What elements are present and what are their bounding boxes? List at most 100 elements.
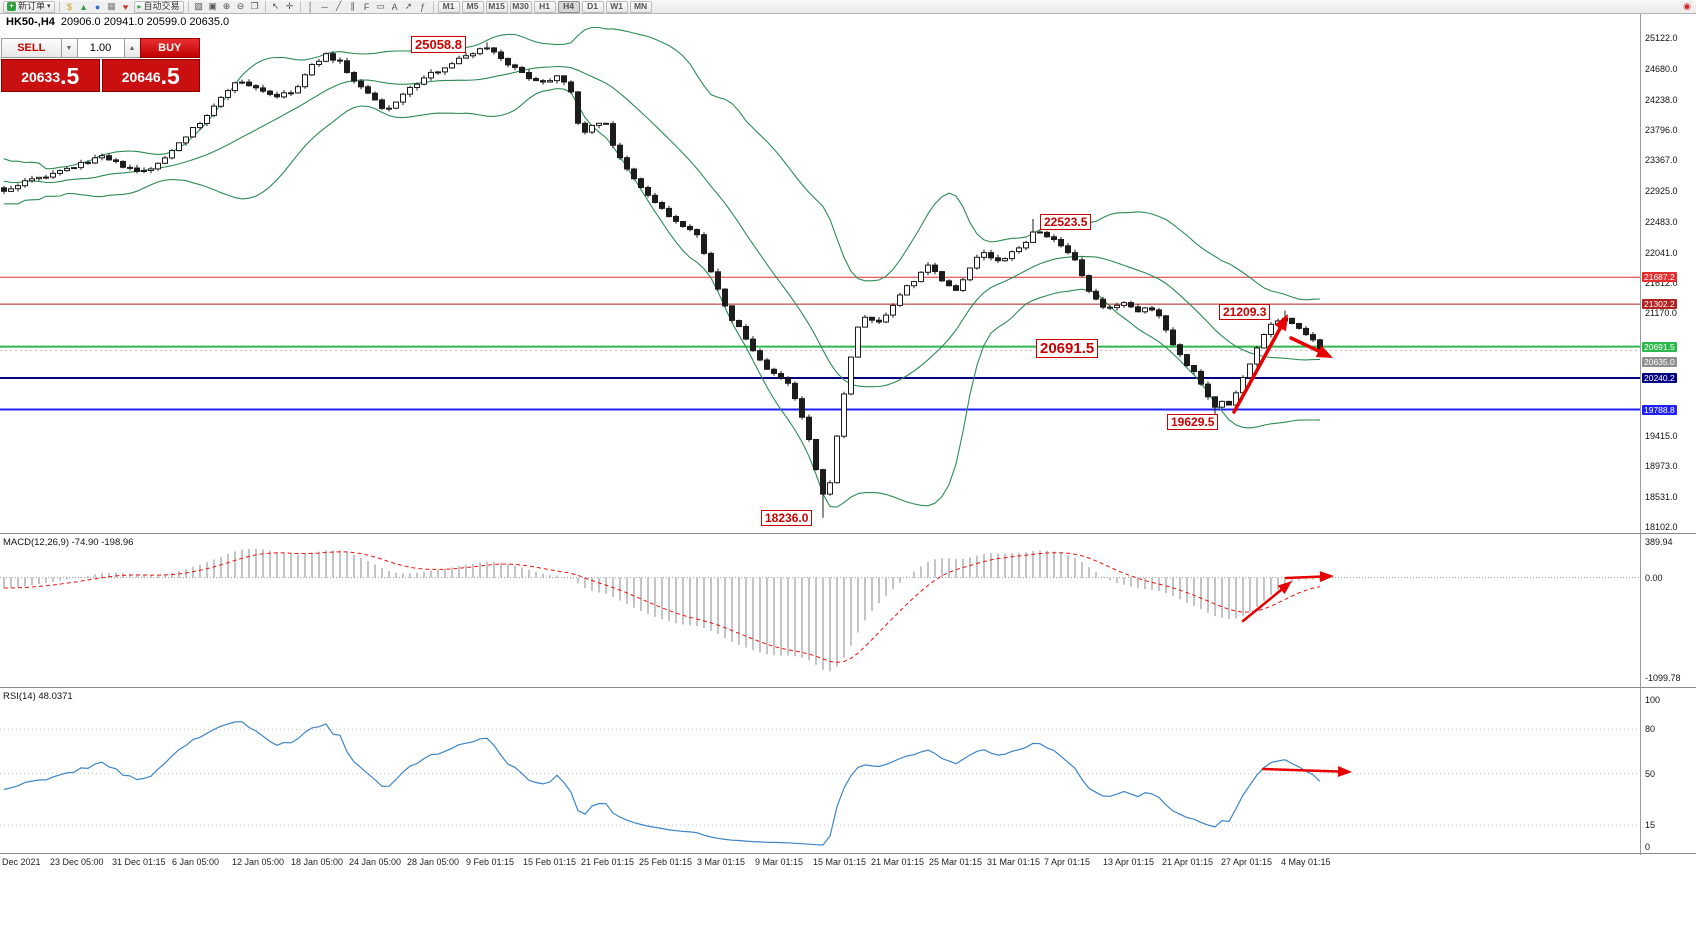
time-tick: 4 May 01:15: [1281, 857, 1331, 867]
time-tick: 25 Feb 01:15: [639, 857, 693, 867]
trend-arrow: [1289, 336, 1333, 358]
crosshair-icon[interactable]: ✛: [282, 0, 297, 13]
sell-price-frac: .5: [60, 63, 80, 89]
volume-input[interactable]: 1.00: [76, 38, 125, 58]
navigator-icon[interactable]: ●: [90, 0, 105, 13]
play-icon: ▸: [137, 2, 142, 11]
shapes-icon[interactable]: ▭: [373, 0, 388, 13]
level-price-label: 21302.2: [1642, 299, 1677, 310]
new-order-icon: +: [7, 2, 16, 11]
cursor-icon[interactable]: ↖: [268, 0, 283, 13]
toolbar-separator: [58, 1, 60, 12]
time-tick: 23 Dec 05:00: [50, 857, 104, 867]
price-annotation: 18236.0: [761, 510, 813, 526]
chart-ohlc-header: HK50-,H4 20906.0 20941.0 20599.0 20635.0: [6, 16, 229, 28]
zoom-out-icon[interactable]: ⊖: [233, 0, 248, 13]
axis-separator: [0, 853, 1696, 854]
charts-icon[interactable]: ▲: [76, 0, 91, 13]
trend-arrow: [1232, 314, 1288, 414]
price-tick: 22041.0: [1645, 247, 1678, 258]
timeframe-h1-button[interactable]: H1: [533, 0, 556, 13]
new-order-button[interactable]: + 新订单 ▾: [3, 0, 55, 13]
timeframe-mn-button[interactable]: MN: [629, 0, 652, 13]
new-chart-icon[interactable]: ▧: [191, 0, 206, 13]
price-tick: 25122.0: [1645, 33, 1678, 43]
panel-separator[interactable]: [0, 533, 1696, 534]
price-tick: 24238.0: [1645, 94, 1678, 105]
price-tick: 24680.0: [1645, 63, 1678, 74]
time-tick: 28 Jan 05:00: [407, 857, 460, 867]
sell-price-int: 20633: [21, 69, 61, 85]
price-tick: 18102.0: [1645, 522, 1678, 532]
time-tick: Dec 2021: [2, 857, 41, 867]
macd-tick: 389.94: [1645, 537, 1673, 547]
toolbar-separator: [264, 1, 266, 12]
price-axis-separator: [1640, 14, 1641, 869]
autotrading-button[interactable]: ▸ 自动交易: [133, 0, 184, 13]
time-tick: 6 Jan 05:00: [172, 857, 220, 867]
toolbar-separator: [432, 1, 434, 12]
text-icon[interactable]: A: [387, 0, 402, 13]
indicators-icon[interactable]: ƒ: [415, 0, 430, 13]
rsi-tick: 15: [1645, 819, 1656, 830]
price-tick: 21170.0: [1645, 308, 1677, 319]
panel-separator[interactable]: [0, 687, 1696, 688]
timeframe-h4-button[interactable]: H4: [557, 0, 580, 13]
timeframe-m15-button[interactable]: M15: [485, 0, 508, 13]
timeframe-w1-button[interactable]: W1: [605, 0, 628, 13]
level-price-label: 19788.8: [1642, 404, 1677, 415]
time-tick: 12 Jan 05:00: [232, 857, 285, 867]
price-tick: 23796.0: [1645, 125, 1678, 136]
sell-button[interactable]: SELL: [1, 38, 62, 58]
buy-button[interactable]: BUY: [139, 38, 200, 58]
time-tick: 9 Feb 01:15: [466, 857, 515, 867]
profiles-icon[interactable]: ▣: [205, 0, 220, 13]
toolbar-separator: [187, 1, 189, 12]
buy-price-frac: .5: [160, 63, 180, 89]
zoom-in-icon[interactable]: ⊕: [219, 0, 234, 13]
time-tick: 9 Mar 01:15: [755, 857, 804, 867]
one-click-trading-panel: SELL ▼ 1.00 ▲ BUY 20633.5 20646.5: [1, 38, 200, 92]
macd-tick: 0.00: [1645, 572, 1663, 583]
volume-decrease-button[interactable]: ▼: [61, 38, 77, 58]
market-watch-icon[interactable]: $: [62, 0, 77, 13]
time-tick: 21 Apr 01:15: [1162, 857, 1214, 867]
price-tick: 22483.0: [1645, 216, 1678, 227]
terminal-icon[interactable]: ▦: [104, 0, 119, 13]
horizontal-line-icon[interactable]: ─: [317, 0, 332, 13]
macd-indicator-label: MACD(12,26,9) -74.90 -198.96: [3, 537, 134, 548]
time-tick: 27 Apr 01:15: [1221, 857, 1273, 867]
buy-price[interactable]: 20646.5: [101, 59, 200, 92]
tile-windows-icon[interactable]: ❒: [247, 0, 262, 13]
timeframe-m5-button[interactable]: M5: [461, 0, 484, 13]
symbol-label: HK50-,H4: [6, 16, 55, 28]
trendline-icon[interactable]: ╱: [331, 0, 346, 13]
time-tick: 31 Dec 01:15: [112, 857, 166, 867]
price-axis: 25122.0 24680.0 24238.0 23796.0 23367.0 22925…: [1641, 14, 1696, 533]
time-tick: 18 Jan 05:00: [291, 857, 344, 867]
main-chart[interactable]: [0, 14, 1640, 533]
vertical-line-icon[interactable]: │: [303, 0, 318, 13]
alert-icon[interactable]: ◉: [1680, 0, 1694, 13]
rsi-tick: 50: [1645, 768, 1656, 779]
trend-arrow: [1261, 766, 1352, 777]
fibonacci-icon[interactable]: F: [359, 0, 374, 13]
rsi-tick: 100: [1645, 695, 1661, 705]
channel-icon[interactable]: ∥: [345, 0, 360, 13]
macd-tick: -1099.78: [1645, 673, 1681, 683]
arrow-tool-icon[interactable]: ➚: [401, 0, 416, 13]
community-icon[interactable]: ♥: [118, 0, 133, 13]
rsi-indicator-label: RSI(14) 48.0371: [3, 691, 73, 702]
time-axis: Dec 2021 23 Dec 05:00 31 Dec 01:15 6 Jan 05…: [0, 855, 1696, 870]
timeframe-d1-button[interactable]: D1: [581, 0, 604, 13]
time-tick: 25 Mar 01:15: [929, 857, 983, 867]
volume-increase-button[interactable]: ▲: [124, 38, 140, 58]
rsi-axis: 100 80 50 15 0: [1641, 690, 1696, 853]
sell-price[interactable]: 20633.5: [1, 59, 100, 92]
timeframe-m1-button[interactable]: M1: [437, 0, 460, 13]
macd-axis: 389.94 0.00 -1099.78: [1641, 535, 1696, 685]
timeframe-m30-button[interactable]: M30: [509, 0, 532, 13]
time-tick: 15 Feb 01:15: [523, 857, 577, 867]
price-annotation: 25058.8: [411, 36, 466, 53]
